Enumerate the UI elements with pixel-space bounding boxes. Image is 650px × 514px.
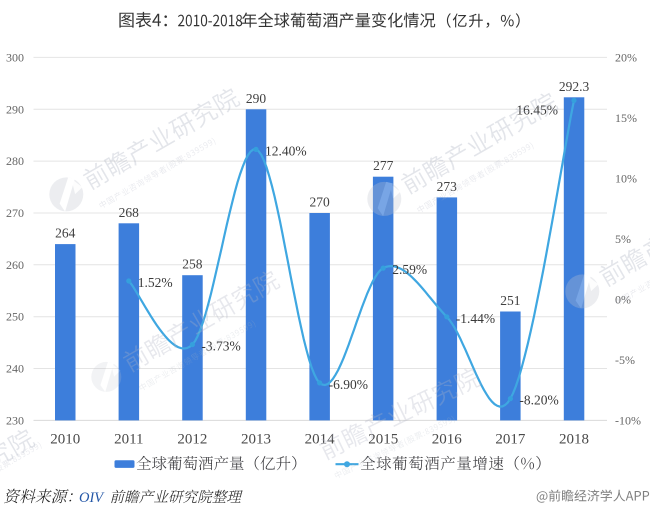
svg-text:16.45%: 16.45% — [516, 102, 558, 117]
svg-text:280: 280 — [6, 154, 24, 168]
svg-text:-6.90%: -6.90% — [329, 377, 368, 392]
svg-text:2018: 2018 — [559, 432, 589, 448]
svg-text:1.52%: 1.52% — [138, 275, 173, 290]
svg-text:264: 264 — [55, 226, 76, 241]
svg-text:-1.44%: -1.44% — [456, 311, 495, 326]
svg-text:0%: 0% — [615, 292, 631, 306]
svg-text:270: 270 — [309, 195, 330, 210]
svg-text:230: 230 — [6, 413, 24, 427]
svg-text:2011: 2011 — [114, 432, 143, 448]
svg-text:290: 290 — [6, 102, 24, 116]
svg-text:258: 258 — [182, 257, 203, 272]
svg-text:240: 240 — [6, 362, 24, 376]
svg-text:2016: 2016 — [432, 432, 463, 448]
svg-text:290: 290 — [246, 91, 267, 106]
svg-text:2012: 2012 — [177, 432, 207, 448]
svg-text:-5%: -5% — [615, 353, 635, 367]
svg-text:270: 270 — [6, 206, 24, 220]
svg-text:273: 273 — [437, 179, 458, 194]
svg-text:-10%: -10% — [615, 413, 641, 427]
svg-text:251: 251 — [500, 293, 520, 308]
svg-text:20%: 20% — [615, 50, 637, 64]
svg-text:250: 250 — [6, 310, 24, 324]
svg-text:2.59%: 2.59% — [392, 262, 427, 277]
svg-text:2017: 2017 — [495, 432, 526, 448]
svg-text:15%: 15% — [615, 111, 637, 125]
svg-text:10%: 10% — [615, 171, 637, 185]
svg-text:277: 277 — [373, 158, 394, 173]
svg-text:OIV: OIV — [79, 490, 105, 506]
svg-text:-3.73%: -3.73% — [201, 339, 240, 354]
svg-text:260: 260 — [6, 258, 24, 272]
svg-text:2014: 2014 — [305, 432, 336, 448]
svg-text:2010: 2010 — [50, 432, 80, 448]
svg-text:-8.20%: -8.20% — [519, 393, 558, 408]
svg-text:268: 268 — [119, 205, 140, 220]
svg-text:2013: 2013 — [241, 432, 271, 448]
svg-text:2015: 2015 — [368, 432, 398, 448]
svg-text:292.3: 292.3 — [559, 79, 590, 94]
svg-text:12.40%: 12.40% — [265, 143, 307, 158]
svg-text:5%: 5% — [615, 232, 631, 246]
svg-text:300: 300 — [6, 50, 24, 64]
